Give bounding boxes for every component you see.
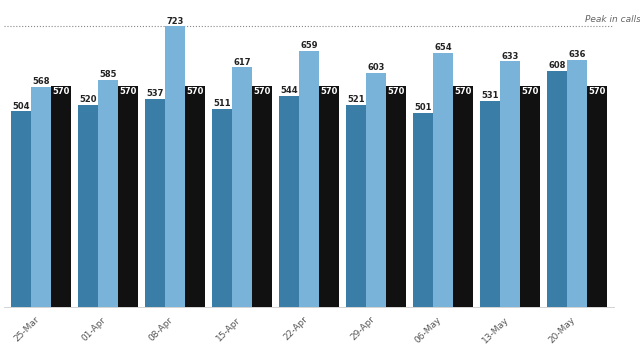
Text: 501: 501 [414, 103, 432, 112]
Bar [500, 61, 520, 307]
Text: 511: 511 [213, 99, 231, 108]
Bar [31, 87, 51, 307]
Text: 531: 531 [481, 91, 499, 100]
Text: 570: 570 [321, 87, 338, 96]
Bar [232, 67, 252, 307]
Text: 570: 570 [52, 87, 70, 96]
Text: 521: 521 [347, 95, 365, 104]
Bar [346, 105, 366, 307]
Bar [433, 53, 453, 307]
Bar [98, 80, 118, 307]
Text: 659: 659 [300, 42, 318, 50]
Bar [212, 109, 232, 307]
Bar [520, 86, 540, 307]
Bar [279, 96, 299, 307]
Text: 504: 504 [12, 102, 29, 111]
Bar [413, 113, 433, 307]
Text: 570: 570 [589, 87, 606, 96]
Bar [51, 86, 71, 307]
Bar [480, 101, 500, 307]
Bar [319, 86, 339, 307]
Bar [386, 86, 406, 307]
Text: 568: 568 [32, 77, 50, 86]
Text: 636: 636 [568, 50, 586, 59]
Bar [453, 86, 474, 307]
Text: 520: 520 [79, 95, 97, 104]
Bar [165, 26, 185, 307]
Text: 723: 723 [166, 16, 184, 25]
Text: 570: 570 [186, 87, 204, 96]
Text: Peak in calls: Peak in calls [585, 15, 640, 24]
Bar [118, 86, 138, 307]
Text: 633: 633 [502, 52, 519, 60]
Bar [547, 71, 567, 307]
Text: 608: 608 [548, 61, 566, 70]
Text: 537: 537 [147, 89, 164, 98]
Text: 570: 570 [388, 87, 405, 96]
Text: 570: 570 [454, 87, 472, 96]
Text: 617: 617 [234, 58, 251, 67]
Bar [299, 51, 319, 307]
Text: 570: 570 [120, 87, 137, 96]
Bar [78, 105, 98, 307]
Text: 585: 585 [99, 70, 116, 79]
Bar [252, 86, 272, 307]
Text: 570: 570 [253, 87, 271, 96]
Text: 570: 570 [522, 87, 539, 96]
Bar [185, 86, 205, 307]
Bar [366, 73, 386, 307]
Bar [145, 98, 165, 307]
Text: 544: 544 [280, 86, 298, 95]
Bar [588, 86, 607, 307]
Bar [567, 60, 588, 307]
Text: 654: 654 [435, 43, 452, 52]
Text: 603: 603 [367, 63, 385, 72]
Bar [11, 111, 31, 307]
